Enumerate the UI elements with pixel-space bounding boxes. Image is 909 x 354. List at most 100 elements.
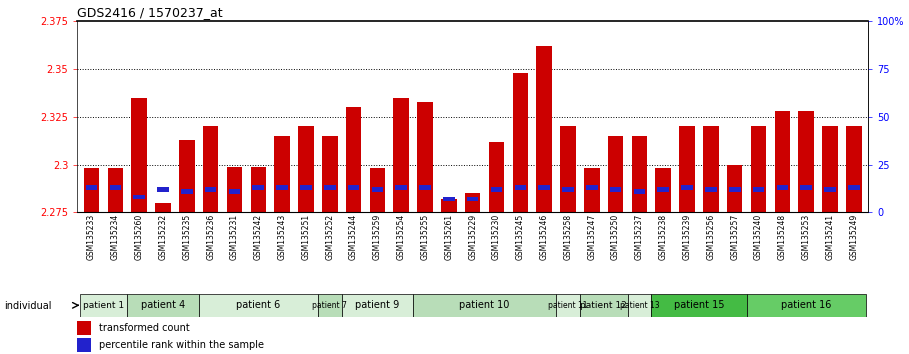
Text: GSM135230: GSM135230 [492,214,501,260]
Text: patient 4: patient 4 [141,300,185,310]
Bar [657,187,669,192]
Text: GSM135235: GSM135235 [183,214,191,260]
Bar [580,294,627,317]
Bar [342,294,413,317]
Text: GSM135234: GSM135234 [111,214,120,260]
Text: GSM135249: GSM135249 [849,214,858,260]
Text: GSM135231: GSM135231 [230,214,239,260]
Bar [704,126,719,212]
Text: GSM135233: GSM135233 [87,214,96,260]
Text: patient 6: patient 6 [236,300,280,310]
Bar [774,111,790,212]
Text: GSM135261: GSM135261 [445,214,454,260]
Text: GSM135258: GSM135258 [564,214,573,260]
Bar [681,185,693,190]
Text: transformed count: transformed count [99,323,190,333]
Bar [679,126,694,212]
Bar [419,185,431,190]
Text: GSM135254: GSM135254 [396,214,405,260]
Text: patient 13: patient 13 [620,301,659,310]
Bar [753,187,764,192]
Bar [800,185,812,190]
Text: GSM135229: GSM135229 [468,214,477,260]
Bar [464,193,481,212]
Bar [441,199,456,212]
Text: GSM135241: GSM135241 [825,214,834,260]
Bar [634,189,645,194]
Bar [823,126,838,212]
Bar [77,321,92,335]
Bar [562,187,574,192]
Bar [345,107,361,212]
Bar [157,187,169,192]
Text: patient 10: patient 10 [459,300,510,310]
Bar [751,126,766,212]
Text: GSM135240: GSM135240 [754,214,763,260]
Bar [652,294,746,317]
Text: GSM135244: GSM135244 [349,214,358,260]
Bar [394,98,409,212]
Text: GSM135239: GSM135239 [683,214,692,260]
Bar [632,136,647,212]
Bar [85,185,97,190]
Bar [798,111,814,212]
Bar [370,169,385,212]
Bar [536,46,552,212]
Bar [179,140,195,212]
Bar [610,187,622,192]
Bar [322,136,337,212]
Bar [372,187,384,192]
Bar [705,187,716,192]
Bar [560,126,575,212]
Bar [556,294,580,317]
Bar [275,136,290,212]
Text: patient 12: patient 12 [580,301,627,310]
Bar [608,136,624,212]
Text: GSM135237: GSM135237 [634,214,644,260]
Text: GSM135252: GSM135252 [325,214,335,260]
Bar [276,185,288,190]
Bar [824,187,835,192]
Text: GSM135243: GSM135243 [277,214,286,260]
Bar [199,294,318,317]
Bar [727,165,743,212]
Bar [538,185,550,190]
Text: GSM135259: GSM135259 [373,214,382,260]
Bar [348,185,359,190]
Bar [110,185,121,190]
Text: GSM135236: GSM135236 [206,214,215,260]
Text: GSM135251: GSM135251 [302,214,311,260]
Bar [413,294,556,317]
Bar [181,189,193,194]
Text: patient 9: patient 9 [355,300,400,310]
Bar [729,187,741,192]
Bar [586,185,597,190]
Bar [846,126,862,212]
Text: GSM135245: GSM135245 [515,214,524,260]
Bar [467,196,478,201]
Text: patient 16: patient 16 [781,300,832,310]
Bar [584,169,600,212]
Bar [491,187,503,192]
Bar [84,169,99,212]
Bar [443,196,454,201]
Bar [155,203,171,212]
Bar [514,185,526,190]
Bar [298,126,314,212]
Text: GSM135255: GSM135255 [421,214,430,260]
Text: patient 15: patient 15 [674,300,724,310]
Bar [513,73,528,212]
Bar [107,169,123,212]
Bar [132,98,147,212]
Text: patient 7: patient 7 [313,301,347,310]
Text: GSM135253: GSM135253 [802,214,811,260]
Bar [627,294,652,317]
Bar [226,166,242,212]
Bar [134,195,145,200]
Text: GSM135238: GSM135238 [659,214,668,260]
Text: GSM135232: GSM135232 [158,214,167,260]
Bar [848,185,860,190]
Text: GDS2416 / 1570237_at: GDS2416 / 1570237_at [77,6,223,19]
Text: GSM135257: GSM135257 [730,214,739,260]
Bar [229,189,240,194]
